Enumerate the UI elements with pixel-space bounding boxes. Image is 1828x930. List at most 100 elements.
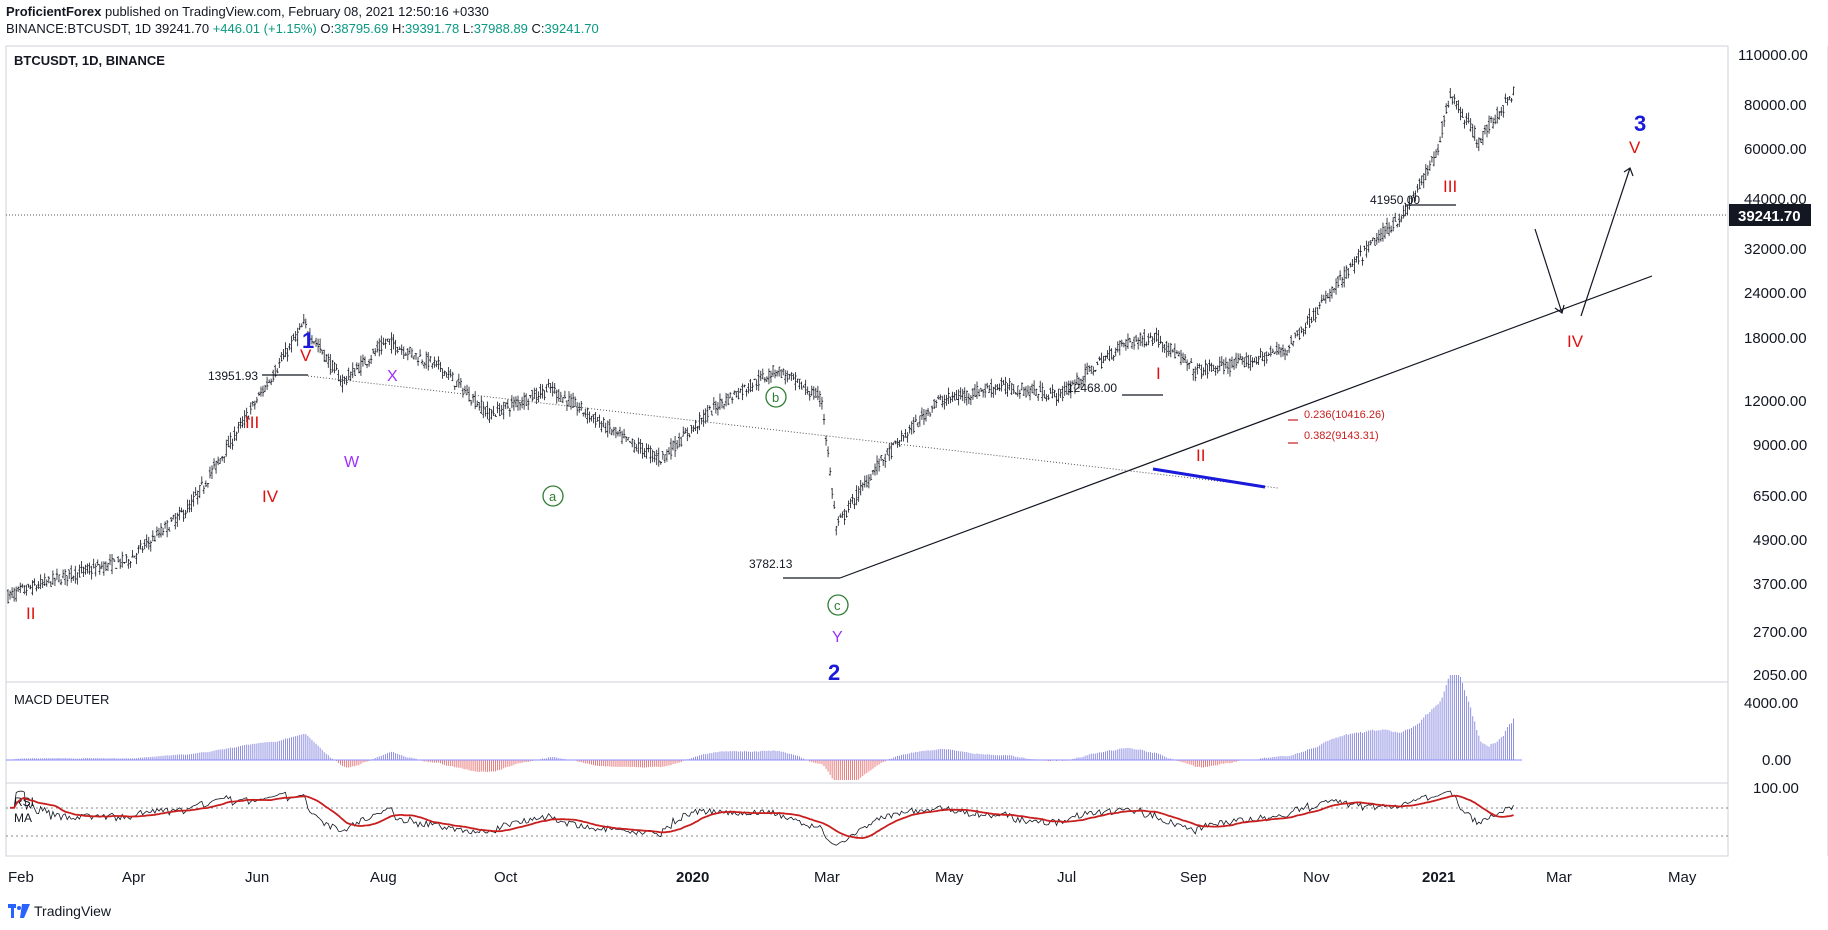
projection-up-arrowhead — [1623, 167, 1634, 177]
rsi-tick-100: 100.00 — [1753, 780, 1799, 797]
price-bar — [702, 409, 705, 427]
price-bar — [998, 383, 1001, 392]
price-bar — [1508, 95, 1511, 101]
price-bar — [973, 384, 977, 398]
price-bar — [149, 540, 152, 552]
price-bar — [773, 369, 777, 379]
price-bar — [1110, 348, 1113, 360]
price-bar — [1196, 363, 1199, 375]
price-bar — [378, 338, 381, 357]
price-bar — [1351, 258, 1354, 267]
price-bar — [1163, 344, 1166, 353]
price-bar — [818, 390, 822, 407]
price-bar — [70, 565, 73, 583]
price-bar — [531, 389, 534, 402]
price-bar — [1010, 382, 1013, 396]
wave-v-label-2021: V — [1629, 138, 1641, 157]
price-bar — [53, 577, 57, 586]
price-tick-44000: 44000.00 — [1744, 191, 1807, 208]
price-bar — [1139, 332, 1142, 346]
wave-2-label: 2 — [828, 660, 840, 685]
price-bar — [588, 411, 591, 423]
price-bar — [1461, 108, 1464, 118]
price-bar — [1057, 388, 1060, 403]
projection-down-arrow — [1534, 228, 1563, 314]
price-bar — [1292, 340, 1295, 347]
price-bar — [557, 389, 560, 402]
price-bar — [363, 356, 367, 365]
price-bar — [1194, 366, 1197, 382]
price-bar — [812, 386, 815, 400]
price-bar — [786, 370, 789, 383]
price-bar — [716, 402, 720, 416]
price-bar — [735, 391, 738, 398]
price-bar — [1432, 151, 1436, 167]
label-fib-0236: 0.236(10416.26) — [1304, 409, 1385, 421]
price-bar — [1336, 275, 1340, 288]
price-bar — [990, 378, 993, 398]
price-bar — [502, 401, 505, 420]
price-bar — [1451, 96, 1454, 105]
price-bar — [151, 530, 155, 542]
price-bar — [398, 346, 401, 351]
price-bar — [478, 401, 481, 411]
price-bar — [208, 466, 212, 479]
price-tick-18000: 18000.00 — [1744, 330, 1807, 347]
price-bar — [386, 338, 389, 342]
price-change: +446.01 (+1.15%) — [212, 21, 317, 36]
price-bar — [755, 379, 758, 391]
price-bar — [1043, 389, 1046, 399]
price-bar — [469, 399, 473, 406]
price-bar — [206, 483, 210, 488]
price-bar — [33, 578, 36, 586]
price-bar — [804, 379, 807, 396]
price-bar — [1102, 355, 1105, 364]
price-bar — [19, 582, 22, 594]
price-bar — [1400, 215, 1403, 223]
price-bar — [535, 387, 538, 405]
price-bar — [553, 383, 556, 394]
price-bar — [1406, 204, 1409, 216]
price-bar — [739, 388, 742, 393]
price-bar — [1241, 356, 1244, 365]
price-bar — [1065, 381, 1068, 395]
time-tick-jun: Jun — [245, 869, 269, 886]
tradingview-brand[interactable]: TradingView — [8, 903, 111, 919]
price-bar — [635, 444, 638, 452]
price-bar — [1438, 136, 1442, 143]
price-bar — [708, 405, 711, 410]
price-bar — [1198, 363, 1201, 369]
price-axis: 110000.00 80000.00 60000.00 44000.00 320… — [1738, 47, 1808, 797]
price-bar — [1391, 216, 1395, 232]
price-bar — [210, 465, 214, 480]
time-tick-nov: Nov — [1303, 869, 1330, 886]
price-tick-80000: 80000.00 — [1744, 97, 1807, 114]
price-bar — [979, 387, 983, 392]
price-bar — [665, 449, 669, 462]
price-bar — [1275, 341, 1279, 356]
price-bar — [749, 379, 752, 393]
time-tick-mar-2021: Mar — [1546, 869, 1572, 886]
price-bar — [447, 366, 450, 380]
price-bar — [1510, 98, 1513, 103]
price-bar — [27, 583, 30, 588]
price-bar — [835, 525, 838, 536]
price-bar — [439, 361, 442, 373]
price-bar — [345, 375, 348, 386]
price-bar — [163, 521, 167, 529]
price-bar — [808, 391, 811, 401]
price-bar — [620, 430, 624, 445]
price-bar — [877, 458, 881, 472]
price-bar — [1440, 120, 1444, 138]
price-bar — [888, 443, 891, 461]
price-bar — [1416, 184, 1419, 193]
price-bar — [1453, 94, 1456, 105]
price-bar — [1073, 379, 1077, 394]
wave-ii-label-2020: II — [1196, 446, 1205, 465]
price-bar — [1396, 223, 1399, 228]
price-bar — [529, 394, 532, 399]
price-bar — [533, 387, 536, 400]
price-bar — [924, 409, 928, 422]
price-bar — [355, 362, 359, 370]
